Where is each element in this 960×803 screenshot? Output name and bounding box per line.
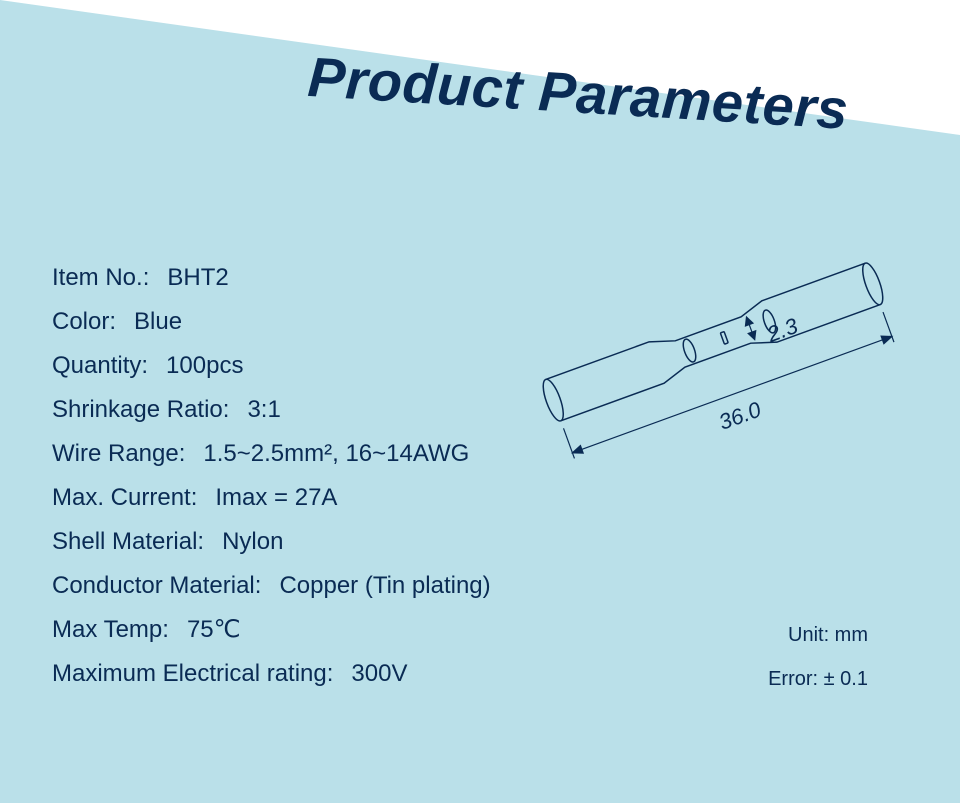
spec-list: Item No.: BHT2 Color: Blue Quantity: 100pcs… [52,256,491,696]
spec-label: Item No.: [52,264,149,291]
spec-row: Color: Blue [52,300,491,344]
spec-value: Imax = 27A [215,484,337,511]
spec-value: Copper (Tin plating) [279,572,490,599]
spec-row: Shell Material: Nylon [52,520,491,564]
spec-label: Shell Material: [52,528,204,555]
spec-value: Blue [134,308,182,335]
spec-label: Conductor Material: [52,572,261,599]
spec-label: Wire Range: [52,440,185,467]
spec-value: 3:1 [247,396,280,423]
spec-label: Shrinkage Ratio: [52,396,229,423]
spec-value: Nylon [222,528,283,555]
spec-row: Shrinkage Ratio: 3:1 [52,388,491,432]
spec-value: 75℃ [187,616,241,643]
spec-label: Color: [52,308,116,335]
spec-value: 100pcs [166,352,243,379]
spec-label: Quantity: [52,352,148,379]
spec-row: Item No.: BHT2 [52,256,491,300]
connector-diagram: 36.0 2.3 [498,232,928,492]
spec-label: Max. Current: [52,484,197,511]
spec-value: 1.5~2.5mm², 16~14AWG [203,440,469,467]
error-note: Error: ± 0.1 [768,668,868,691]
spec-label: Max Temp: [52,616,169,643]
spec-row: Max Temp: 75℃ [52,608,491,652]
unit-note: Unit: mm [788,624,868,647]
spec-row: Quantity: 100pcs [52,344,491,388]
diagram-length-label: 36.0 [715,396,765,434]
spec-label: Maximum Electrical rating: [52,660,333,687]
spec-row: Wire Range: 1.5~2.5mm², 16~14AWG [52,432,491,476]
spec-row: Max. Current: Imax = 27A [52,476,491,520]
spec-row: Maximum Electrical rating: 300V [52,652,491,696]
spec-value: BHT2 [167,264,228,291]
spec-value: 300V [351,660,407,687]
spec-row: Conductor Material: Copper (Tin plating) [52,564,491,608]
